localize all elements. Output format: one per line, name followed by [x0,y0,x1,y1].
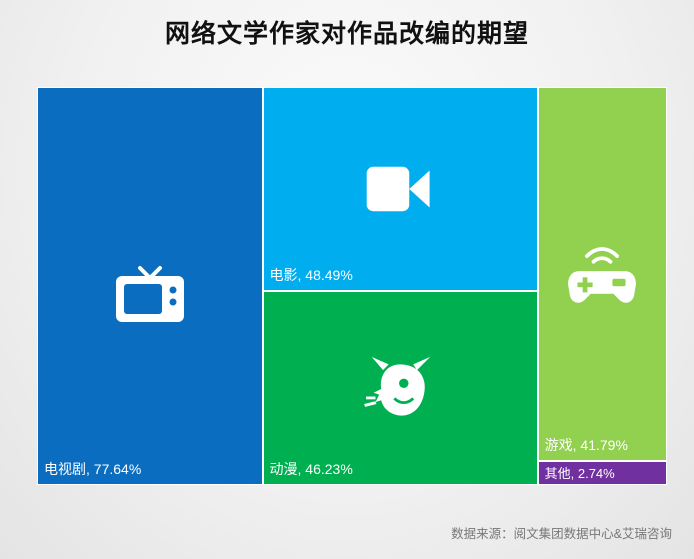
tile-label: 动漫, 46.23% [269,460,353,477]
treemap-tile-3: 动漫, 46.23% [263,291,537,484]
data-source-note: 数据来源：阅文集团数据中心&艾瑞咨询 [451,527,672,541]
chart-title: 网络文学作家对作品改编的期望 [164,19,529,48]
treemap-tile-1: 电视剧, 77.64% [38,88,262,484]
tile-label: 游戏, 41.79% [544,436,628,453]
tile-label: 电视剧, 77.64% [44,461,142,477]
treemap-tile-4: 游戏, 41.79% [538,88,666,460]
treemap-tile-2: 电影, 48.49% [263,88,537,290]
gamepad-icon [564,241,640,312]
devil-mascot-icon [362,355,438,426]
tile-label: 其他, 2.74% [544,465,615,481]
video-camera-icon [363,161,437,222]
tv-icon [110,246,190,331]
treemap-chart: 电视剧, 77.64% 电影, 48.49% 动漫, 46.23% 游戏, 41.79… [37,87,667,485]
tile-label: 电影, 48.49% [269,266,353,283]
treemap-tile-5: 其他, 2.74% [538,461,666,484]
